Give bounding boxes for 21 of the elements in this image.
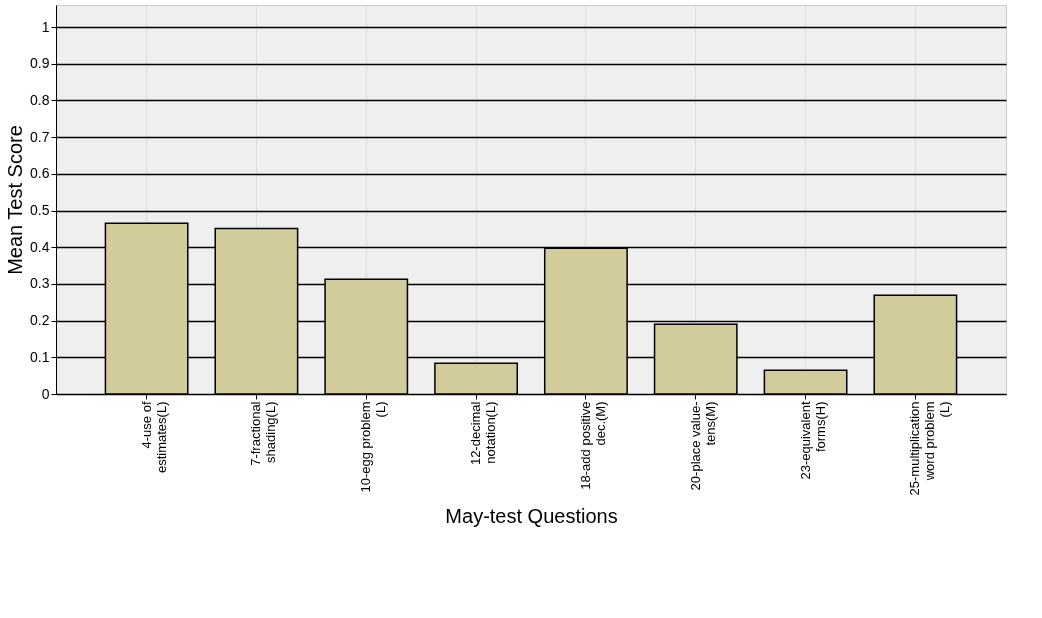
y-axis-title: Mean Test Score bbox=[4, 125, 27, 275]
x-tick-label: 4-use of estimates(L) bbox=[138, 401, 169, 474]
y-tick-label: 0.9 bbox=[30, 55, 50, 72]
y-tick-label: 0.6 bbox=[30, 165, 50, 182]
y-tick-label: 0 bbox=[41, 385, 50, 402]
y-tick-label: 0.3 bbox=[30, 275, 50, 292]
x-tick-label: 18-add positive dec.(M) bbox=[577, 401, 608, 490]
x-tick-label: 23-equivalent forms(H) bbox=[797, 401, 828, 480]
x-axis-title: May-test Questions bbox=[445, 505, 618, 528]
y-tick-label: 0.7 bbox=[30, 128, 50, 145]
x-tick-label: 7-fractional shading(L) bbox=[248, 401, 279, 466]
x-tick-label: 12-decimal notation(L) bbox=[468, 401, 499, 466]
x-tick-label: 10-egg problem (L) bbox=[358, 401, 389, 493]
y-tick-label: 1 bbox=[41, 18, 50, 35]
x-tick-label: 20-place value- tens(M) bbox=[687, 401, 718, 491]
y-tick-label: 0.5 bbox=[30, 202, 50, 219]
y-tick-label: 0.4 bbox=[30, 238, 50, 255]
y-tick-label: 0.2 bbox=[30, 312, 50, 329]
x-tick-label: 25-multiplication word problem (L) bbox=[907, 401, 953, 496]
y-tick-label: 0.8 bbox=[30, 91, 50, 108]
y-tick-label: 0.1 bbox=[30, 348, 50, 365]
